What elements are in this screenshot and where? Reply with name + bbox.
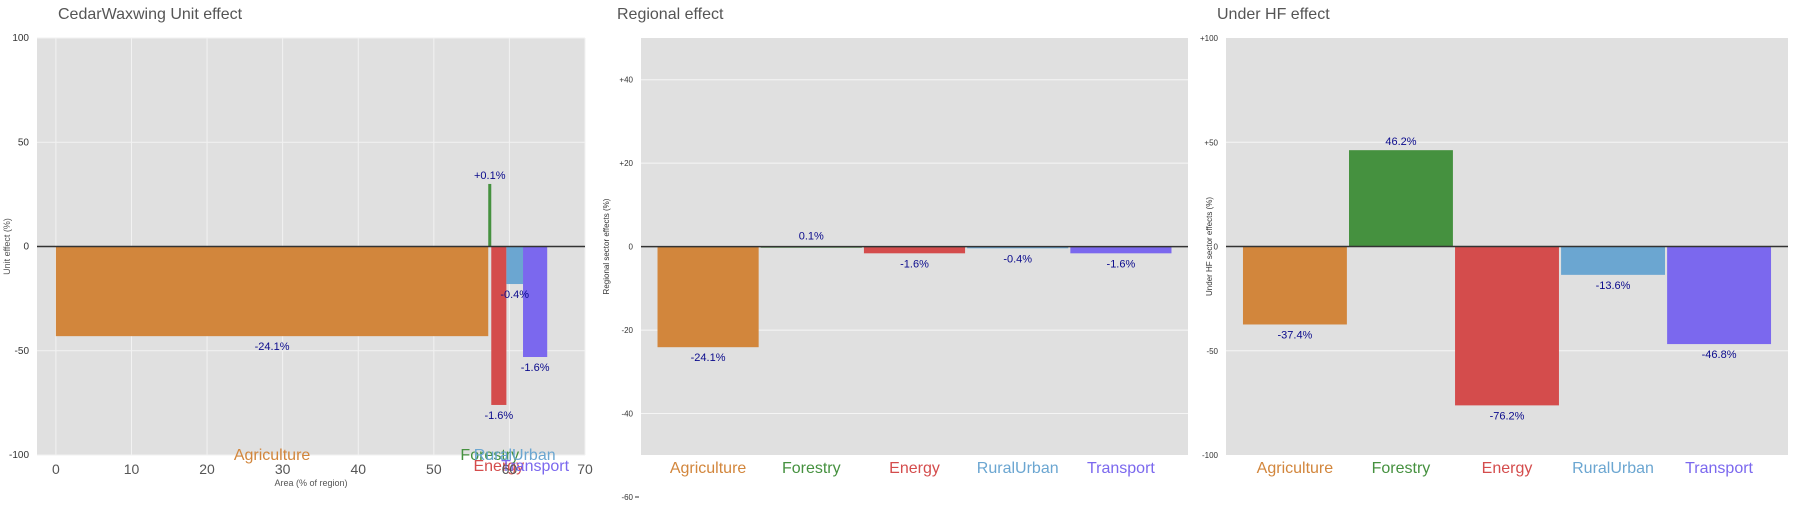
regional-category-label-forestry: Forestry [782, 460, 841, 477]
unit-bar-transport [523, 246, 548, 358]
regional-category-label-transport: Transport [1087, 460, 1155, 477]
underhf-bar-agriculture [1242, 246, 1347, 325]
underhf-y-axis-title: Under HF sector effects (%) [1205, 197, 1214, 296]
regional-data-label: 0.1% [799, 231, 824, 243]
regional-category-label-agriculture: Agriculture [670, 460, 747, 477]
unit-x-tick-label: 10 [124, 461, 140, 477]
regional-chart: -24.1% Agriculture 0.1% Forestry -1.6% Energy… [602, 6, 1188, 502]
underhf-y-tick-label: -100 [1202, 451, 1219, 460]
unit-x-axis-title: Area (% of region) [274, 478, 347, 488]
regional-bar-transport [1070, 246, 1172, 254]
regional-y-tick-label: 0 [629, 243, 634, 252]
underhf-data-label: -46.8% [1702, 349, 1737, 361]
unit-x-tick-label: 40 [350, 461, 366, 477]
unit-data-label: +0.1% [474, 170, 506, 182]
regional-data-label: -24.1% [691, 352, 726, 364]
underhf-y-tick-label: -50 [1206, 347, 1218, 356]
regional-chart-title: Regional effect [617, 6, 724, 23]
underhf-chart-title: Under HF effect [1217, 6, 1330, 23]
underhf-category-label-forestry: Forestry [1372, 460, 1431, 477]
regional-bar-agriculture [657, 246, 759, 348]
regional-y-axis-title: Regional sector effects (%) [602, 198, 611, 294]
unit-x-tick-label: 30 [275, 461, 291, 477]
unit-category-label-forestry: Forestry [460, 447, 519, 464]
unit-effect-chart: -24.1% +0.1% -1.6% -0.4% -1.6% Agriculture For… [2, 6, 593, 488]
unit-y-tick-label: 50 [18, 137, 30, 148]
underhf-bar-energy [1455, 246, 1559, 406]
regional-bar-energy [863, 246, 966, 254]
unit-x-tick-label: 0 [52, 461, 60, 477]
underhf-data-label: -76.2% [1490, 410, 1525, 422]
unit-category-label-agriculture: Agriculture [234, 447, 311, 464]
regional-y-tick-label: -20 [621, 326, 633, 335]
underhf-y-tick-label: +50 [1204, 138, 1218, 147]
underhf-chart: -37.4% Agriculture 46.2% Forestry -76.2% Ener… [1200, 6, 1788, 477]
underhf-data-label: -13.6% [1596, 280, 1631, 292]
regional-data-label: -0.4% [1003, 253, 1032, 265]
regional-y-tick-label: +20 [619, 159, 633, 168]
unit-y-tick-label: 0 [23, 242, 29, 253]
unit-bar-forestry [488, 183, 492, 247]
unit-y-tick-label: 100 [12, 33, 29, 44]
regional-bar-ruralurban [967, 246, 1069, 249]
unit-x-tick-label: 20 [199, 461, 215, 477]
regional-data-label: -1.6% [1107, 258, 1136, 270]
unit-x-tick-label: 60 [502, 461, 518, 477]
regional-y-tick-label: +40 [619, 76, 633, 85]
underhf-category-label-agriculture: Agriculture [1257, 460, 1334, 477]
unit-data-label: -0.4% [500, 289, 529, 301]
underhf-data-label: -37.4% [1277, 329, 1312, 341]
unit-category-label-ruralurban: RuralUrban [474, 447, 556, 464]
underhf-y-tick-label: 0 [1214, 243, 1219, 252]
regional-category-label-ruralurban: RuralUrban [977, 460, 1059, 477]
regional-y-tick-label: -40 [621, 410, 633, 419]
unit-category-label-energy: Energy [473, 458, 524, 475]
underhf-category-label-transport: Transport [1685, 460, 1753, 477]
underhf-y-tick-label: +100 [1200, 34, 1219, 43]
unit-data-label: -24.1% [255, 341, 290, 353]
unit-data-label: -1.6% [521, 362, 550, 374]
unit-category-label-transport: Transport [501, 458, 569, 475]
unit-x-tick-label: 70 [577, 461, 593, 477]
unit-y-tick-label: -50 [15, 346, 30, 357]
unit-x-tick-label: 50 [426, 461, 442, 477]
unit-data-label: -1.6% [484, 410, 513, 422]
unit-y-tick-label: -100 [9, 450, 29, 461]
unit-y-axis-title: Unit effect (%) [2, 218, 12, 275]
underhf-bar-ruralurban [1561, 246, 1665, 275]
unit-chart-title: CedarWaxwing Unit effect [58, 6, 243, 23]
underhf-category-label-ruralurban: RuralUrban [1572, 460, 1654, 477]
underhf-category-label-energy: Energy [1482, 460, 1533, 477]
unit-bar-ruralurban [506, 246, 524, 285]
regional-y-tick-label: -60 [621, 493, 633, 500]
underhf-bar-transport [1667, 246, 1772, 345]
unit-bar-agriculture [55, 246, 489, 337]
underhf-data-label: 46.2% [1385, 136, 1416, 148]
underhf-bar-forestry [1349, 150, 1453, 247]
unit-bar-energy [491, 246, 507, 405]
regional-category-label-energy: Energy [889, 460, 940, 477]
regional-data-label: -1.6% [900, 258, 929, 270]
